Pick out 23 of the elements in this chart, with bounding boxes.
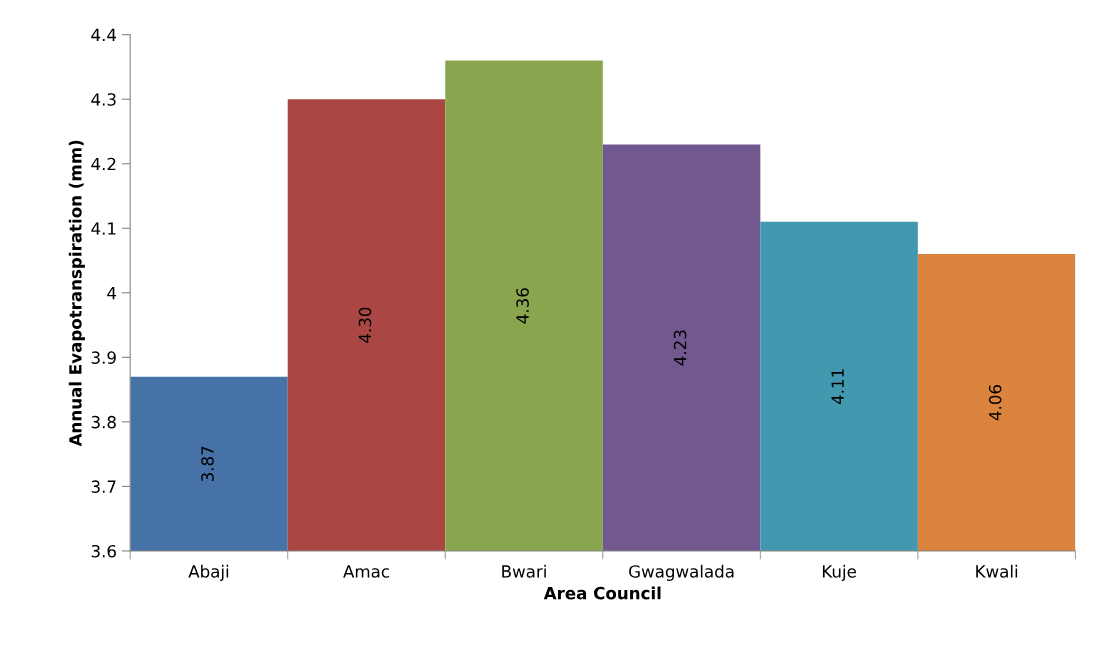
x-tick-label: Bwari	[502, 564, 546, 578]
x-tick-label: Amac	[343, 565, 389, 578]
y-tick-label: 3.9	[91, 351, 116, 364]
y-tick-label: 3.8	[91, 415, 116, 429]
y-tick-label: 3.7	[91, 480, 116, 493]
data-label: 3.87	[201, 446, 214, 482]
x-tick-label: Gwagwalada	[629, 564, 734, 581]
x-tick-label: Abaji	[188, 564, 229, 581]
y-tick-label: 4	[107, 286, 117, 300]
y-axis-title: Annual Evapotranspiration (mm)	[68, 140, 85, 447]
data-label: 4.23	[673, 330, 687, 366]
data-label: 4.06	[988, 385, 1002, 421]
y-tick-label: 4.3	[91, 93, 116, 106]
data-label: 4.11	[831, 369, 844, 405]
data-label: 4.30	[358, 307, 372, 343]
y-tick-label: 3.6	[91, 544, 116, 558]
data-label: 4.36	[516, 288, 529, 324]
x-axis-title: Area Council	[543, 586, 661, 600]
y-tick-label: 4.1	[91, 222, 116, 235]
y-tick-label: 4.4	[91, 28, 117, 42]
x-tick-label: Kwali	[976, 564, 1018, 578]
x-tick-label: Kuje	[822, 564, 856, 581]
y-tick-label: 4.2	[91, 157, 116, 171]
